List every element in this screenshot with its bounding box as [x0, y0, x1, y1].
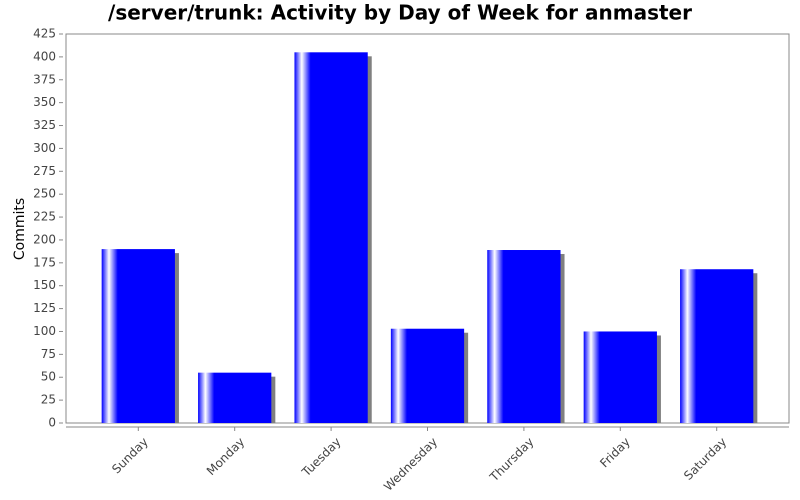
bar	[583, 331, 657, 423]
y-axis-label: Commits	[12, 198, 28, 260]
bar	[294, 52, 368, 424]
y-tick-label: 125	[33, 301, 56, 315]
y-tick-label: 100	[33, 324, 56, 338]
y-tick-label: 325	[33, 118, 56, 132]
y-tick-label: 200	[33, 232, 56, 246]
y-tick-label: 250	[33, 187, 56, 201]
y-tick-label: 75	[41, 347, 56, 361]
x-tick-label: Monday	[204, 435, 247, 478]
y-tick-label: 150	[33, 278, 56, 292]
y-tick-label: 25	[41, 393, 56, 407]
x-tick-label: Friday	[597, 435, 633, 471]
bar	[101, 249, 175, 423]
y-tick-label: 275	[33, 164, 56, 178]
y-tick-label: 50	[41, 370, 56, 384]
x-tick-label: Sunday	[109, 435, 151, 477]
bar	[390, 328, 465, 423]
y-tick-label: 400	[33, 49, 56, 63]
y-tick-label: 0	[48, 416, 56, 430]
y-tick-label: 425	[33, 27, 56, 41]
y-tick-label: 175	[33, 255, 56, 269]
y-tick-label: 300	[33, 141, 56, 155]
chart-title: /server/trunk: Activity by Day of Week f…	[108, 1, 692, 25]
bar	[487, 250, 561, 423]
x-tick-label: Thursday	[486, 435, 536, 485]
y-tick-label: 350	[33, 95, 56, 109]
x-tick-label: Wednesday	[381, 435, 440, 494]
y-tick-label: 375	[33, 72, 56, 86]
x-tick-label: Tuesday	[299, 435, 344, 480]
bar	[680, 269, 754, 423]
x-tick-label: Saturday	[681, 435, 729, 483]
bar	[198, 372, 272, 423]
y-tick-label: 225	[33, 210, 56, 224]
